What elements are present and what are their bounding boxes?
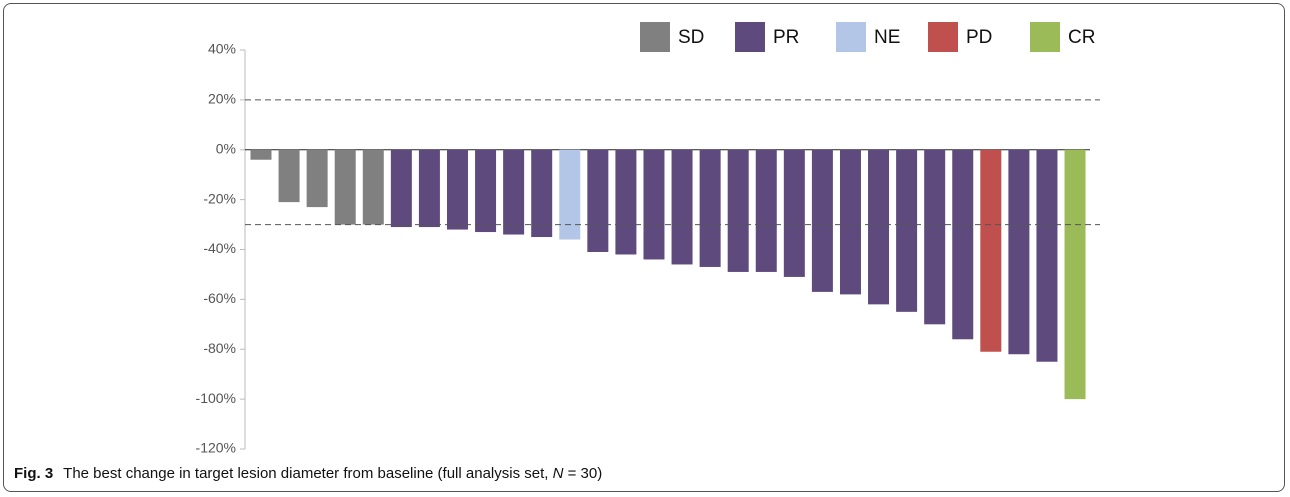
bar [896, 149, 918, 312]
bar [278, 149, 300, 203]
legend-swatch [640, 22, 670, 52]
bar [250, 149, 272, 160]
y-tick-label: -20% [203, 190, 236, 206]
bar [980, 149, 1002, 352]
bar [362, 149, 384, 225]
bar [643, 149, 665, 260]
legend-label: CR [1068, 27, 1095, 48]
bar [727, 149, 749, 272]
legend-label: PD [966, 27, 992, 48]
legend-swatch [928, 22, 958, 52]
legend-label: SD [678, 27, 704, 48]
bar [868, 149, 890, 305]
figure-card [3, 3, 1285, 492]
caption-italic: N [553, 465, 564, 482]
bar [446, 149, 468, 230]
legend-swatch [836, 22, 866, 52]
bar [418, 149, 440, 228]
bar [671, 149, 693, 265]
bar [1008, 149, 1030, 355]
bar [390, 149, 412, 228]
legend-swatch [735, 22, 765, 52]
y-tick-label: -120% [196, 440, 236, 456]
bar [1036, 149, 1058, 362]
y-tick-label: -60% [203, 290, 236, 306]
bar [306, 149, 328, 208]
bar [952, 149, 974, 340]
bar [755, 149, 777, 272]
y-tick-label: 0% [216, 140, 236, 156]
bar [475, 149, 497, 233]
bar [839, 149, 861, 295]
y-tick-label: 40% [208, 41, 236, 57]
bar [334, 149, 356, 225]
bar [503, 149, 525, 235]
caption-end: = 30) [563, 465, 602, 482]
bar [699, 149, 721, 267]
legend-label: PR [773, 27, 799, 48]
bar [811, 149, 833, 292]
bar [615, 149, 637, 255]
bar [783, 149, 805, 277]
bar [924, 149, 946, 325]
legend-label: NE [874, 27, 900, 48]
y-tick-label: -80% [203, 340, 236, 356]
bar [559, 149, 581, 240]
caption-label: Fig. 3 [14, 465, 53, 482]
caption: Fig. 3 The best change in target lesion d… [14, 465, 602, 482]
y-tick-label: 20% [208, 91, 236, 107]
bar [587, 149, 609, 252]
bar [531, 149, 553, 238]
bar [1064, 149, 1086, 400]
y-tick-label: -40% [203, 240, 236, 256]
y-tick-label: -100% [196, 390, 236, 406]
caption-text: The best change in target lesion diamete… [63, 465, 552, 482]
legend-swatch [1030, 22, 1060, 52]
